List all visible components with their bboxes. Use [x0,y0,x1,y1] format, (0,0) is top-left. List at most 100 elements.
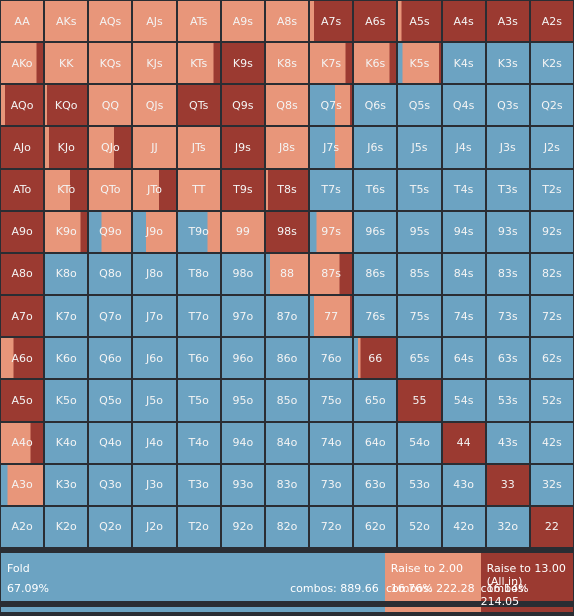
hand-cell[interactable]: QTo [89,169,132,210]
hand-cell[interactable]: Q9o [89,211,132,252]
hand-cell[interactable]: ATs [177,1,220,42]
hand-cell[interactable]: Q5o [89,380,132,421]
hand-cell[interactable]: 52o [398,506,441,547]
hand-cell[interactable]: JJ [133,127,176,168]
hand-cell[interactable]: T4s [442,169,485,210]
hand-cell[interactable]: K6o [45,338,88,379]
hand-cell[interactable]: Q3s [486,85,529,126]
legend-fold[interactable]: Fold 67.09% combos: 889.66 [1,553,385,601]
hand-cell[interactable]: 86o [265,338,309,379]
hand-cell[interactable]: 95o [221,380,264,421]
hand-cell[interactable]: QTs [177,85,220,126]
hand-cell[interactable]: K6s [354,43,397,84]
hand-cell[interactable]: T3o [177,464,220,505]
hand-cell[interactable]: K2s [530,43,573,84]
hand-cell[interactable]: T6s [354,169,397,210]
hand-cell[interactable]: Q9s [221,85,264,126]
hand-cell[interactable]: A9s [221,1,264,42]
hand-cell[interactable]: 66 [354,338,397,379]
hand-cell[interactable]: 76s [354,296,397,337]
hand-cell[interactable]: 62o [354,506,397,547]
hand-cell[interactable]: J5s [398,127,441,168]
hand-cell[interactable]: 98o [221,253,264,295]
hand-cell[interactable]: Q5s [398,85,441,126]
hand-cell[interactable]: 52s [530,380,573,421]
hand-cell[interactable]: KJs [133,43,176,84]
hand-cell[interactable]: AQs [89,1,132,42]
hand-cell[interactable]: 54s [442,380,485,421]
hand-cell[interactable]: 84o [265,422,309,463]
hand-cell[interactable]: T5o [177,380,220,421]
hand-cell[interactable]: 22 [530,506,573,547]
hand-cell[interactable]: A8s [265,1,309,42]
hand-cell[interactable]: 87s [310,253,353,295]
hand-cell[interactable]: T3s [486,169,529,210]
hand-cell[interactable]: 63s [486,338,529,379]
hand-cell[interactable]: A5o [1,380,44,421]
hand-cell[interactable]: 92o [221,506,264,547]
hand-cell[interactable]: 94o [221,422,264,463]
hand-cell[interactable]: 72o [310,506,353,547]
hand-cell[interactable]: Q2s [530,85,573,126]
hand-cell[interactable]: 32s [530,464,573,505]
hand-cell[interactable]: KTo [45,169,88,210]
hand-cell[interactable]: 75s [398,296,441,337]
hand-cell[interactable]: 74o [310,422,353,463]
hand-cell[interactable]: 86s [354,253,397,295]
hand-cell[interactable]: K8s [265,43,309,84]
hand-cell[interactable]: KQo [45,85,88,126]
hand-cell[interactable]: 65o [354,380,397,421]
hand-cell[interactable]: KJo [45,127,88,168]
hand-cell[interactable]: JTs [177,127,220,168]
hand-cell[interactable]: 99 [221,211,264,252]
legend-raise[interactable]: Raise to 2.00 16.76% combos: 222.28 [384,553,481,601]
hand-cell[interactable]: 42o [442,506,485,547]
hand-cell[interactable]: 75o [310,380,353,421]
hand-cell[interactable]: 96s [354,211,397,252]
hand-cell[interactable]: T7o [177,296,220,337]
hand-cell[interactable]: J2s [530,127,573,168]
hand-cell[interactable]: AKs [45,1,88,42]
hand-cell[interactable]: 96o [221,338,264,379]
hand-cell[interactable]: A6o [1,338,44,379]
hand-cell[interactable]: AKo [1,43,44,84]
hand-cell[interactable]: K4s [442,43,485,84]
hand-cell[interactable]: T8s [265,169,309,210]
hand-cell[interactable]: 54o [398,422,441,463]
hand-cell[interactable]: 64o [354,422,397,463]
hand-cell[interactable]: J6s [354,127,397,168]
hand-cell[interactable]: 82s [530,253,573,295]
hand-cell[interactable]: AQo [1,85,44,126]
hand-cell[interactable]: Q7s [310,85,353,126]
hand-cell[interactable]: AJs [133,1,176,42]
hand-cell[interactable]: J3s [486,127,529,168]
hand-cell[interactable]: 62s [530,338,573,379]
hand-cell[interactable]: Q8o [89,253,132,295]
hand-cell[interactable]: KK [45,43,88,84]
hand-cell[interactable]: 53s [486,380,529,421]
hand-cell[interactable]: A6s [354,1,397,42]
hand-cell[interactable]: Q8s [265,85,309,126]
hand-cell[interactable]: Q7o [89,296,132,337]
hand-cell[interactable]: K4o [45,422,88,463]
hand-cell[interactable]: 93o [221,464,264,505]
hand-cell[interactable]: J4s [442,127,485,168]
hand-cell[interactable]: QQ [89,85,132,126]
hand-cell[interactable]: T4o [177,422,220,463]
hand-cell[interactable]: 72s [530,296,573,337]
hand-cell[interactable]: J6o [133,338,176,379]
hand-cell[interactable]: A8o [1,253,44,295]
hand-cell[interactable]: J8o [133,253,176,295]
hand-cell[interactable]: 83o [265,464,309,505]
hand-cell[interactable]: 88 [265,253,309,295]
hand-cell[interactable]: 77 [310,296,353,337]
hand-cell[interactable]: T5s [398,169,441,210]
hand-cell[interactable]: Q4s [442,85,485,126]
hand-cell[interactable]: 43s [486,422,529,463]
hand-cell[interactable]: A3s [486,1,529,42]
hand-cell[interactable]: QJo [89,127,132,168]
hand-cell[interactable]: Q4o [89,422,132,463]
hand-cell[interactable]: J5o [133,380,176,421]
legend-allin[interactable]: Raise to 13.00 (All in) 16.14% combos: 2… [480,553,573,608]
hand-cell[interactable]: Q6s [354,85,397,126]
